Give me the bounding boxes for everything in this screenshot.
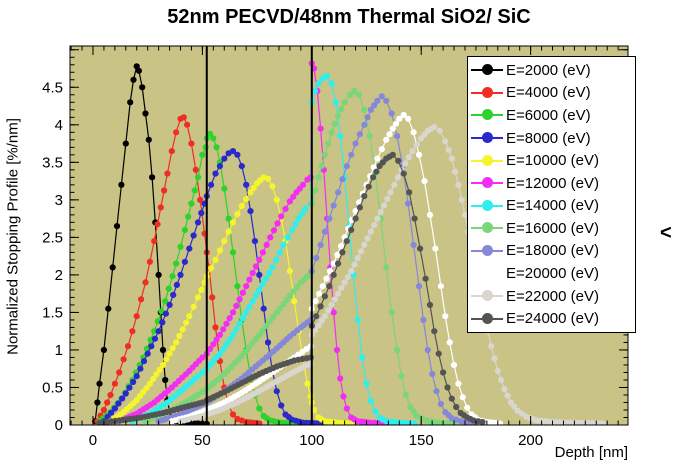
legend-label: E=18000 (eV) [506, 242, 599, 260]
legend-label: E=2000 (eV) [506, 61, 591, 79]
x-axis-title: Depth [nm] [554, 444, 628, 461]
legend-label: E=10000 (eV) [506, 152, 599, 170]
legend-label: E=22000 (eV) [506, 287, 599, 305]
x-tick-label: 100 [299, 432, 324, 449]
y-tick-label: 2.5 [42, 229, 63, 246]
legend-marker-icon [468, 262, 506, 284]
legend-item-2000: E=2000 (eV) [468, 59, 635, 81]
y-tick-label: 1 [55, 342, 63, 359]
y-tick-label: 4 [55, 117, 63, 134]
legend-item-18000: E=18000 (eV) [468, 240, 635, 262]
series-10000 [107, 174, 355, 425]
legend-label: E=6000 (eV) [506, 106, 591, 124]
legend-marker-icon [468, 150, 506, 172]
legend-label: E=24000 (eV) [506, 310, 599, 328]
series-14000 [129, 72, 418, 425]
legend-label: E=12000 (eV) [506, 174, 599, 192]
legend-marker-icon [468, 308, 506, 330]
legend-marker-icon [468, 240, 506, 262]
legend-marker-icon [468, 172, 506, 194]
legend-item-10000: E=10000 (eV) [468, 150, 635, 172]
x-tick-label: 200 [518, 432, 543, 449]
y-tick-label: 3.5 [42, 154, 63, 171]
y-tick-label: 3 [55, 192, 63, 209]
legend-item-24000: E=24000 (eV) [468, 308, 635, 330]
axis-ticks [70, 46, 628, 426]
legend-label: E=4000 (eV) [506, 84, 591, 102]
legend-marker-icon [468, 82, 506, 104]
legend-item-12000: E=12000 (eV) [468, 172, 635, 194]
x-tick-label: 0 [89, 432, 97, 449]
legend-label: E=20000 (eV) [506, 264, 599, 282]
legend-marker-icon [468, 127, 506, 149]
axis-tick-labels: 0 50 100 150 200 0 0.5 1 1.5 2 2.5 3 3.5 4 4.5 [42, 79, 543, 449]
x-tick-label: 50 [194, 432, 211, 449]
legend-marker-icon [468, 104, 506, 126]
y-axis-title: Normalized Stopping Profile [%/nm] [4, 118, 22, 355]
y-tick-label: 2 [55, 267, 63, 284]
legend-marker-icon [468, 195, 506, 217]
legend-item-6000: E=6000 (eV) [468, 104, 635, 126]
legend-marker-icon [468, 217, 506, 239]
legend-item-22000: E=22000 (eV) [468, 285, 635, 307]
stray-caret-glyph: < [660, 222, 672, 244]
series-24000 [96, 151, 486, 425]
legend-item-20000: E=20000 (eV) [468, 262, 635, 284]
x-tick-label: 150 [409, 432, 434, 449]
y-tick-label: 0.5 [42, 379, 63, 396]
chart-title: 52nm PECVD/48nm Thermal SiO2/ SiC [167, 6, 531, 28]
y-tick-label: 1.5 [42, 304, 63, 321]
legend-label: E=8000 (eV) [506, 129, 591, 147]
legend-marker-icon [468, 285, 506, 307]
y-tick-label: 4.5 [42, 79, 63, 96]
legend-marker-icon [468, 59, 506, 81]
legend-item-8000: E=8000 (eV) [468, 127, 635, 149]
legend-label: E=16000 (eV) [506, 219, 599, 237]
legend-item-16000: E=16000 (eV) [468, 217, 635, 239]
legend-item-14000: E=14000 (eV) [468, 195, 635, 217]
y-tick-label: 0 [55, 417, 63, 434]
legend-box: E=2000 (eV) E=4000 (eV) E=6000 (eV) E=8000 … [467, 56, 636, 333]
legend-item-4000: E=4000 (eV) [468, 82, 635, 104]
legend-label: E=14000 (eV) [506, 197, 599, 215]
series-layer [92, 60, 606, 425]
